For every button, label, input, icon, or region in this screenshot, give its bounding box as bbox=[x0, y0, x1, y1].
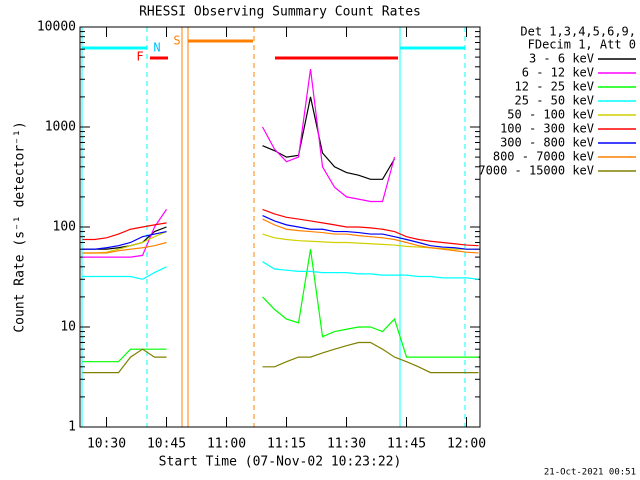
series-line bbox=[262, 218, 479, 254]
series-line bbox=[262, 249, 479, 358]
legend-label: 3 - 6 keV bbox=[529, 52, 594, 66]
series-line bbox=[82, 348, 167, 374]
series-line bbox=[82, 230, 167, 250]
y-axis-label: Count Rate (s⁻¹ detector⁻¹) bbox=[13, 121, 28, 332]
series-line bbox=[261, 68, 396, 203]
x-tick-label: 11:30 bbox=[327, 437, 366, 452]
x-tick-label: 10:30 bbox=[87, 437, 126, 452]
legend-header: Det 1,3,4,5,6,9, bbox=[520, 25, 636, 39]
x-tick-label: 10:45 bbox=[147, 437, 186, 452]
y-tick-label: 100 bbox=[53, 220, 76, 235]
x-tick-label: 11:45 bbox=[387, 437, 426, 452]
series-line bbox=[82, 222, 167, 241]
legend-label: 25 - 50 keV bbox=[515, 94, 594, 108]
series-line bbox=[262, 341, 479, 374]
legend-label: 12 - 25 keV bbox=[515, 80, 594, 94]
x-tick-label: 11:00 bbox=[207, 437, 246, 452]
series-line bbox=[82, 266, 167, 280]
x-tick-label: 12:00 bbox=[447, 437, 486, 452]
flag: F bbox=[136, 50, 143, 64]
flag: N bbox=[153, 41, 160, 55]
series-line bbox=[262, 215, 479, 250]
legend-header: FDecim 1, Att 0 bbox=[528, 38, 636, 52]
series-line bbox=[262, 208, 479, 247]
legend-label: 100 - 300 keV bbox=[500, 122, 594, 136]
legend-label: 7000 - 15000 keV bbox=[478, 164, 594, 178]
footer: 21-Oct-2021 00:51 bbox=[544, 468, 636, 478]
series-line bbox=[82, 209, 168, 258]
y-tick-label: 1 bbox=[68, 420, 76, 435]
series-line bbox=[262, 261, 479, 280]
y-tick-label: 10000 bbox=[37, 20, 76, 35]
series-line bbox=[82, 348, 167, 363]
series-line bbox=[82, 241, 167, 254]
legend-label: 800 - 7000 keV bbox=[493, 150, 594, 164]
x-axis-label: Start Time (07-Nov-02 10:23:22) bbox=[159, 455, 402, 470]
y-tick-label: 1000 bbox=[45, 120, 76, 135]
series-line bbox=[262, 233, 479, 250]
series-line bbox=[262, 96, 396, 180]
y-tick-label: 10 bbox=[60, 320, 76, 335]
legend-label: 50 - 100 keV bbox=[507, 108, 594, 122]
legend-label: 6 - 12 keV bbox=[522, 66, 594, 80]
legend-label: 300 - 800 keV bbox=[500, 136, 594, 150]
chart-title: RHESSI Observing Summary Count Rates bbox=[139, 5, 421, 20]
flag: S bbox=[173, 34, 180, 48]
x-tick-label: 11:15 bbox=[267, 437, 306, 452]
